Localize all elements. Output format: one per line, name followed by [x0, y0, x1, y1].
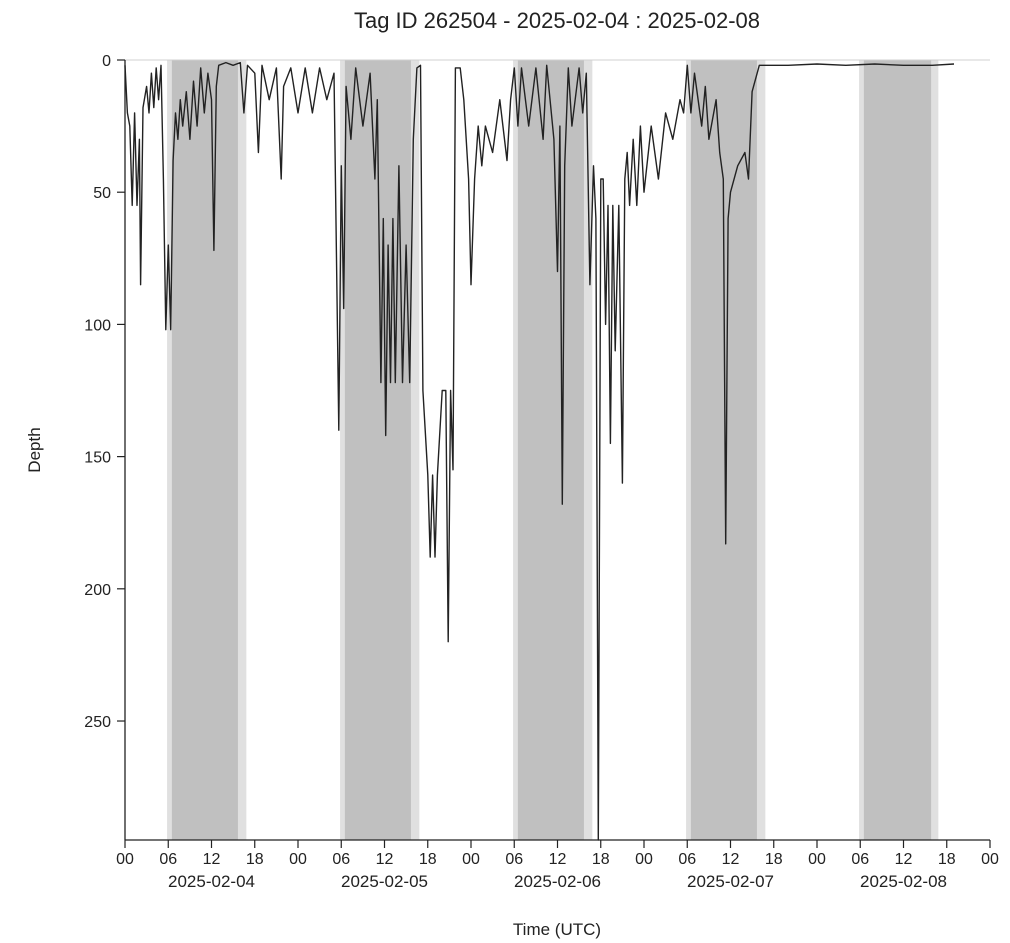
- y-tick-label: 200: [84, 582, 111, 599]
- y-axis: 0 50 100 150 200 250: [84, 53, 126, 840]
- x-tick-label: 18: [246, 851, 264, 868]
- x-tick-label: 12: [549, 851, 567, 868]
- x-date-label: 2025-02-04: [168, 872, 255, 891]
- x-axis-title: Time (UTC): [513, 920, 601, 939]
- y-tick-label: 50: [93, 185, 111, 202]
- y-tick-label: 100: [84, 317, 111, 334]
- x-tick-label: 06: [851, 851, 869, 868]
- x-tick-label: 06: [505, 851, 523, 868]
- x-tick-label: 18: [592, 851, 610, 868]
- x-tick-label: 18: [419, 851, 437, 868]
- x-date-label: 2025-02-05: [341, 872, 428, 891]
- x-tick-label: 00: [116, 851, 134, 868]
- daylight-band-3: [517, 60, 584, 840]
- x-axis: 00 06 12 18 00 06 12 18 00 06 12 18 00 06 12 18 00 06 12 18…: [116, 839, 999, 891]
- x-date-label: 2025-02-08: [860, 872, 947, 891]
- day-night-shading: [167, 60, 939, 840]
- x-tick-label: 00: [981, 851, 999, 868]
- y-tick-label: 150: [84, 450, 111, 467]
- x-tick-label: 06: [159, 851, 177, 868]
- x-tick-label: 00: [635, 851, 653, 868]
- x-tick-label: 00: [808, 851, 826, 868]
- x-tick-label: 00: [289, 851, 307, 868]
- x-tick-label: 12: [895, 851, 913, 868]
- x-tick-label: 18: [938, 851, 956, 868]
- y-tick-label: 0: [102, 53, 111, 70]
- depth-series-line: [124, 61, 955, 841]
- x-tick-label: 12: [722, 851, 740, 868]
- y-axis-title: Depth: [25, 427, 44, 472]
- daylight-band-1: [171, 60, 238, 840]
- x-tick-label: 06: [332, 851, 350, 868]
- chart-title: Tag ID 262504 - 2025-02-04 : 2025-02-08: [354, 8, 760, 33]
- daylight-band-4: [690, 60, 757, 840]
- x-tick-label: 06: [678, 851, 696, 868]
- x-date-label: 2025-02-07: [687, 872, 774, 891]
- x-tick-label: 12: [203, 851, 221, 868]
- x-tick-label: 18: [765, 851, 783, 868]
- x-tick-label: 00: [462, 851, 480, 868]
- daylight-band-5: [863, 60, 932, 840]
- x-tick-label: 12: [376, 851, 394, 868]
- x-date-label: 2025-02-06: [514, 872, 601, 891]
- y-tick-label: 250: [84, 714, 111, 731]
